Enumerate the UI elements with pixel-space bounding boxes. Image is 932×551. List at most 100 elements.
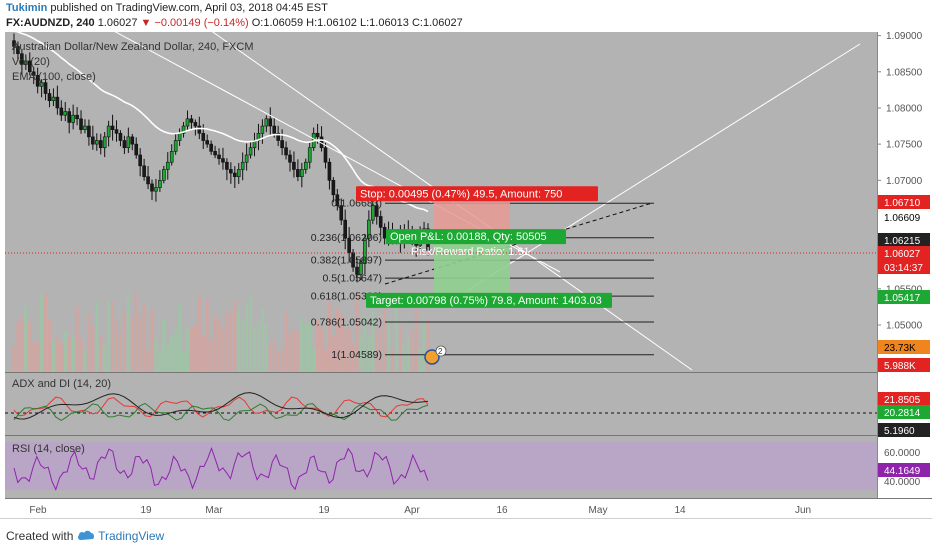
price-badge: 23.73K [884,343,916,354]
candle-body [150,183,154,192]
volume-bar [166,343,170,372]
volume-bar [217,319,221,372]
candle-body [181,125,186,134]
volume-bar [182,351,186,372]
tradingview-label: TradingView [98,529,165,543]
chart-container[interactable]: 0(1.06683) 0.236(1.06206) 0.382(1.05897) 0.… [0,29,932,518]
candle-body [339,205,344,221]
candle-body [229,169,233,174]
volume-bar [304,322,308,372]
volume-bar [44,294,48,372]
adx-badge-bg [878,405,930,419]
time-label: 19 [318,505,330,516]
volume-bar [383,302,387,372]
time-axis[interactable] [0,499,932,518]
fib-level-label: 0.618(1.05398) [311,291,382,303]
volume-bar [107,300,111,372]
legend-volume: Vol (20) [12,56,50,68]
target-label-bg [366,292,612,308]
candle-body [35,75,40,87]
last-price: 1.06027 [97,17,138,29]
volume-bar [12,345,16,372]
candle-body [323,147,328,163]
candle-body [110,125,115,130]
volume-bar [178,304,182,372]
candle-body [146,176,150,185]
publish-header: Tukimin published on TradingView.com, Ap… [6,2,328,14]
volume-bar [99,336,103,372]
candle-body [142,165,146,177]
volume-bar [201,335,205,372]
volume-bar [351,343,355,372]
candle-body [327,161,332,181]
candle-body [260,125,265,134]
volume-bar [28,322,32,372]
price-badge: 1.06609 [884,213,921,224]
volume-bar [221,326,225,372]
volume-bar [47,318,51,372]
di-plus-line [13,396,429,418]
volume-bar [249,293,253,372]
adx-badge-bg [878,423,930,437]
author-link[interactable]: Tukimin [6,2,48,14]
fib-level-label: 1(1.04589) [331,349,382,361]
candle-body [83,125,87,130]
candle-body [162,169,166,181]
volume-bar [272,339,276,372]
adx-line [13,392,429,420]
volume-bar [162,319,166,372]
candle-body [71,114,75,123]
event-count-badge[interactable] [435,345,447,357]
volume-bar [134,292,138,372]
candle-body [24,60,28,65]
created-with-text: Created with [6,529,74,543]
volume-bar [320,327,324,372]
volume-bar [264,323,268,372]
ema-line [13,30,429,213]
volume-bar [16,321,20,372]
volume-bar [300,317,304,372]
candle-body [63,111,68,116]
volume-bar [205,299,209,372]
volume-bar [288,333,292,372]
volume-bar [24,305,28,372]
legend-title: Australian Dollar/New Zealand Dollar, 24… [12,41,254,53]
volume-bar [339,314,343,372]
adx-pane[interactable] [5,373,877,435]
volume-bar [359,332,363,372]
volume-bar [154,338,158,372]
trendline-3[interactable] [467,43,861,291]
chart-svg[interactable]: 0(1.06683)0.236(1.06206)0.382(1.05897)0.… [0,29,932,518]
long-position-tool[interactable]: Stop: 0.00495 (0.47%) 49.5, Amount: 750 O… [356,186,612,308]
price-tick-label: 1.09000 [886,32,923,42]
price-badge: 1.06710 [884,198,921,209]
fibonacci-retracement[interactable]: 0(1.06683)0.236(1.06206)0.382(1.05897)0.… [311,198,654,361]
candle-body [193,122,198,127]
candle-body [98,140,103,149]
candle-body [158,179,162,188]
volume-bar [343,329,347,372]
candle-body [280,140,284,149]
pnl-label: Open P&L: 0.00188, Qty: 50505 [390,231,547,243]
adx-badges: 21.8505 20.2814 5.1960 [878,392,930,437]
candle-body [292,161,296,170]
candle-body [347,237,351,253]
candle-body [284,147,288,156]
target-zone [434,237,510,295]
volume-bar [308,321,312,372]
volume-bar [394,296,398,372]
rsi-badge-bg [878,463,930,477]
candle-body [221,158,225,163]
volume-bar [51,341,55,372]
candle-body [138,154,142,167]
dashed-projection[interactable] [384,202,653,285]
candle-body [47,93,52,102]
event-count: 2 [438,347,443,356]
volume-bar [296,331,300,372]
tradingview-brand[interactable]: TradingView [77,529,164,543]
price-badge-bg [878,233,930,247]
volume-bar [237,309,241,372]
candle-body [343,219,348,239]
candle-body [51,96,56,102]
event-flag-icon[interactable] [424,349,440,365]
